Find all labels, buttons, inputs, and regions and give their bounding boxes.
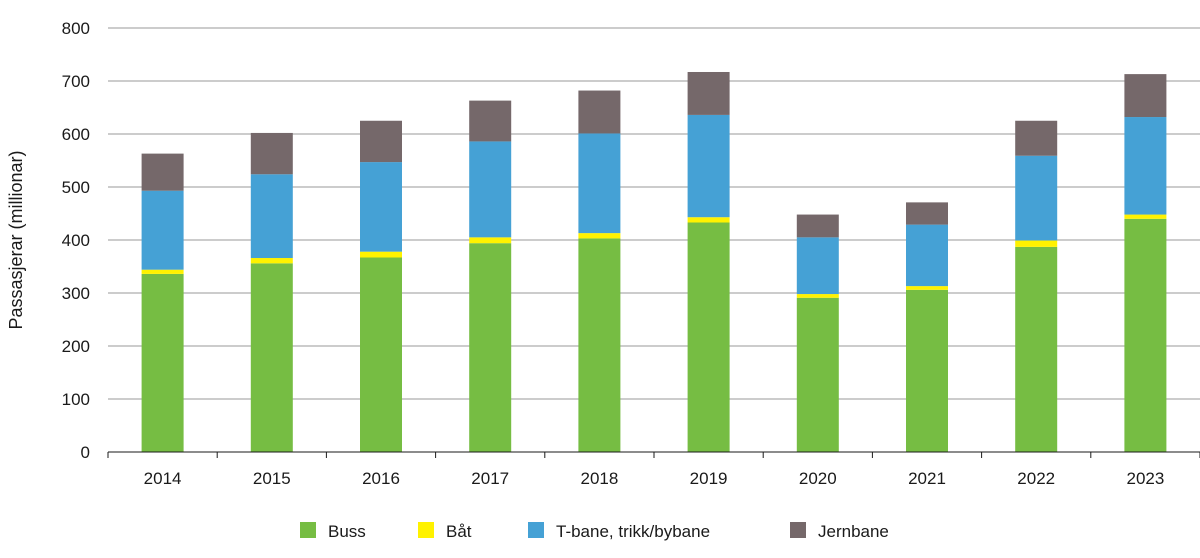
bar-b-t-2015 <box>250 258 293 264</box>
x-axis-ticks: 2014 2015 2016 2017 2018 2019 2020 2021 2022 2023 <box>107 452 1200 488</box>
bar-jernbane-2023 <box>1124 74 1167 118</box>
legend-swatch <box>418 522 434 538</box>
bar-b-t-2017 <box>469 237 512 244</box>
y-tick-label: 800 <box>62 19 90 38</box>
y-tick-label: 500 <box>62 178 90 197</box>
x-tick-label: 2015 <box>253 469 291 488</box>
bar-jernbane-2021 <box>906 202 948 225</box>
y-axis-ticks: 0 100 200 300 400 500 600 700 800 <box>62 19 90 462</box>
y-tick-label: 700 <box>62 72 90 91</box>
y-tick-label: 300 <box>62 284 90 303</box>
x-tick-label: 2021 <box>908 469 946 488</box>
bar-buss-2022 <box>1015 246 1058 452</box>
bar-buss-2016 <box>360 257 402 452</box>
legend-swatch <box>528 522 544 538</box>
bar-buss-2017 <box>469 243 512 452</box>
y-tick-label: 100 <box>62 390 90 409</box>
y-tick-label: 200 <box>62 337 90 356</box>
bar-buss-2023 <box>1124 218 1167 452</box>
x-tick-label: 2018 <box>580 469 618 488</box>
bar-t-bane-trikk-bybane-2015 <box>250 174 293 259</box>
bar-t-bane-trikk-bybane-2018 <box>578 133 621 234</box>
legend-label: Buss <box>328 522 366 541</box>
x-tick-label: 2017 <box>471 469 509 488</box>
x-tick-label: 2022 <box>1017 469 1055 488</box>
bar-buss-2015 <box>250 263 293 452</box>
bar-t-bane-trikk-bybane-2019 <box>687 114 730 218</box>
bar-b-t-2019 <box>687 217 730 223</box>
bar-jernbane-2020 <box>796 214 839 238</box>
legend: Buss Båt T-bane, trikk/bybane Jernbane <box>300 522 889 541</box>
x-tick-label: 2016 <box>362 469 400 488</box>
bar-buss-2021 <box>906 289 948 452</box>
bar-t-bane-trikk-bybane-2014 <box>141 190 184 270</box>
bars <box>141 71 1167 452</box>
bar-t-bane-trikk-bybane-2021 <box>906 224 948 287</box>
y-axis-label: Passasjerar (millionar) <box>6 150 26 329</box>
bar-buss-2014 <box>141 273 184 452</box>
x-tick-label: 2014 <box>144 469 182 488</box>
bar-t-bane-trikk-bybane-2020 <box>796 237 839 295</box>
bar-jernbane-2018 <box>578 90 621 134</box>
x-tick-label: 2019 <box>690 469 728 488</box>
y-tick-label: 400 <box>62 231 90 250</box>
x-tick-label: 2023 <box>1126 469 1164 488</box>
bar-b-t-2020 <box>796 294 839 298</box>
bar-t-bane-trikk-bybane-2016 <box>360 162 402 252</box>
legend-label: T-bane, trikk/bybane <box>556 522 710 541</box>
bar-jernbane-2016 <box>360 120 402 163</box>
x-tick-label: 2020 <box>799 469 837 488</box>
bar-b-t-2014 <box>141 269 184 274</box>
bar-b-t-2021 <box>906 286 948 290</box>
bar-jernbane-2022 <box>1015 120 1058 156</box>
bar-jernbane-2019 <box>687 71 730 115</box>
bar-jernbane-2015 <box>250 132 293 175</box>
bar-buss-2019 <box>687 222 730 452</box>
bar-b-t-2016 <box>360 251 402 258</box>
bar-b-t-2018 <box>578 233 621 239</box>
bar-t-bane-trikk-bybane-2017 <box>469 141 512 238</box>
bar-buss-2020 <box>796 297 839 452</box>
bar-jernbane-2017 <box>469 100 512 142</box>
legend-label: Båt <box>446 522 472 541</box>
bar-jernbane-2014 <box>141 153 184 191</box>
bar-t-bane-trikk-bybane-2023 <box>1124 117 1167 215</box>
legend-label: Jernbane <box>818 522 889 541</box>
y-tick-label: 0 <box>81 443 90 462</box>
legend-swatch <box>300 522 316 538</box>
bar-b-t-2023 <box>1124 214 1167 219</box>
legend-swatch <box>790 522 806 538</box>
bar-t-bane-trikk-bybane-2022 <box>1015 155 1058 241</box>
bar-buss-2018 <box>578 238 621 452</box>
y-tick-label: 600 <box>62 125 90 144</box>
bar-b-t-2022 <box>1015 240 1058 247</box>
